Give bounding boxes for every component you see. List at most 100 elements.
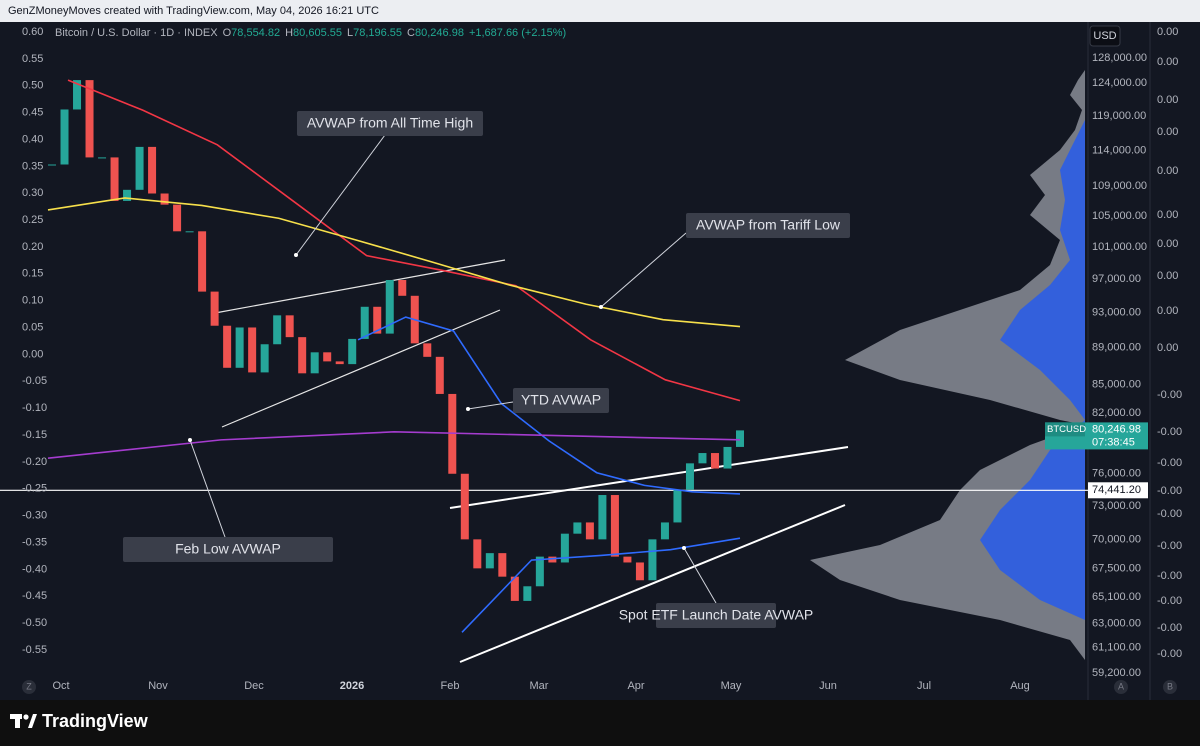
avwap-line (461, 537, 741, 633)
left-axis-label: 0.05 (22, 321, 43, 333)
currency-button[interactable] (1089, 25, 1121, 47)
left-axis-label: -0.20 (22, 456, 47, 468)
price-axis-label: 114,000.00 (1092, 144, 1146, 156)
price-axis-label: 61,100.00 (1092, 642, 1141, 654)
secondary-axis-label: 0.00 (1157, 209, 1178, 221)
candle (210, 291, 219, 326)
candle (323, 352, 332, 362)
secondary-axis-label: -0.00 (1157, 457, 1182, 469)
price-axis-label: 97,000.00 (1092, 273, 1141, 285)
avwap-line (47, 197, 741, 328)
annotation-box (686, 213, 850, 238)
legend-item: 78,554.82 (231, 27, 280, 39)
candle (623, 556, 632, 563)
annotation-text: Feb Low AVWAP (175, 541, 281, 557)
x-axis-label: 2026 (340, 680, 364, 692)
candle (535, 556, 544, 587)
left-axis-label: 0.10 (22, 295, 43, 307)
x-axis-label: Jul (917, 680, 931, 692)
candle (398, 279, 407, 296)
secondary-axis-label: -0.00 (1157, 389, 1182, 401)
left-axis-label: 0.40 (22, 133, 43, 145)
left-axis-label: -0.30 (22, 510, 47, 522)
candle (360, 306, 369, 339)
secondary-axis-label: -0.00 (1157, 570, 1182, 582)
x-axis-label: Nov (148, 680, 168, 692)
left-axis-label: 0.45 (22, 107, 43, 119)
avwap-line (67, 79, 741, 402)
annotation-leader (683, 547, 717, 604)
secondary-axis-label: 0.00 (1157, 165, 1178, 177)
candle (610, 495, 619, 557)
left-axis-label: -0.50 (22, 617, 47, 629)
candle (60, 109, 69, 165)
candle (736, 430, 744, 447)
left-axis-label: -0.55 (22, 644, 47, 656)
left-axis-label: 0.55 (22, 53, 43, 65)
price-axis-label: 59,200.00 (1092, 667, 1141, 679)
annotation-anchor (294, 253, 298, 257)
annotation-text: AVWAP from Tariff Low (696, 217, 841, 233)
annotation-anchor (682, 546, 686, 550)
left-axis-label: 0.20 (22, 241, 43, 253)
candle (423, 343, 432, 357)
candle (348, 338, 357, 365)
legend-item: H (285, 27, 293, 39)
secondary-axis-label: -0.00 (1157, 622, 1182, 634)
price-axis-label: 85,000.00 (1092, 378, 1141, 390)
candle (660, 522, 669, 540)
price-axis-label: 124,000.00 (1092, 77, 1147, 89)
left-axis-label: 0.60 (22, 26, 43, 38)
axis-button[interactable] (1163, 680, 1177, 694)
secondary-axis-label: 0.00 (1157, 56, 1178, 68)
price-axis-label: 76,000.00 (1092, 468, 1141, 480)
candle (648, 539, 657, 581)
trendlines-bold (449, 446, 849, 663)
symbol-tag (1045, 422, 1085, 437)
legend-item: 80,246.98 (415, 27, 464, 39)
axis-button-label: B (1167, 681, 1173, 691)
annotation-text: Spot ETF Launch Date AVWAP (619, 607, 814, 623)
candle (485, 553, 494, 569)
left-axis-label: -0.25 (22, 483, 47, 495)
candle (160, 193, 169, 205)
legend-item: Bitcoin / U.S. Dollar · 1D · INDEX (55, 27, 218, 39)
candle (198, 231, 207, 292)
avwap-line (357, 316, 741, 495)
left-axis-label: 0.35 (22, 160, 43, 172)
left-axis-label: -0.15 (22, 429, 47, 441)
candle (185, 231, 194, 233)
left-axis-label: -0.05 (22, 375, 47, 387)
axis-button[interactable] (1114, 680, 1128, 694)
secondary-axis-label: 0.00 (1157, 305, 1178, 317)
secondary-axis-label: 0.00 (1157, 26, 1178, 38)
level-tag (1088, 482, 1148, 499)
candle (248, 327, 257, 373)
secondary-axis-label: -0.00 (1157, 426, 1182, 438)
x-axis-label: Oct (52, 680, 69, 692)
candle (373, 306, 382, 334)
volume-profile-value-area (980, 120, 1085, 620)
annotation-leader (295, 134, 386, 256)
price-axis-label: 119,000.00 (1092, 110, 1146, 122)
candle (298, 337, 307, 374)
annotation-text: AVWAP from All Time High (307, 115, 473, 131)
candle (110, 157, 119, 201)
secondary-axis-label: -0.00 (1157, 540, 1182, 552)
secondary-axis-label: -0.00 (1157, 508, 1182, 520)
candle (710, 453, 719, 469)
annotation-leader (189, 439, 226, 538)
footer-logo (10, 714, 37, 728)
candle (73, 80, 82, 110)
axis-button[interactable] (22, 680, 36, 694)
left-axis-label: 0.25 (22, 214, 43, 226)
header-bar (0, 0, 1200, 22)
price-axis-label: 101,000.00 (1092, 241, 1147, 253)
annotation-anchor (599, 305, 603, 309)
left-axis-label: 0.50 (22, 80, 43, 92)
candle (435, 356, 444, 394)
candle (685, 463, 694, 490)
price-axis-label: 73,000.00 (1092, 500, 1141, 512)
candle (673, 489, 682, 523)
candle (135, 146, 144, 190)
